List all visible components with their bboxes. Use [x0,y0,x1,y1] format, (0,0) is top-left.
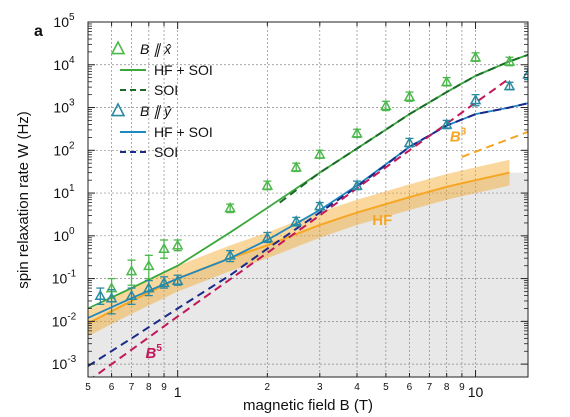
data-point-b-x-data [351,127,363,138]
data-point-b-data [469,93,482,105]
legend-label: B ∥ ŷ [140,103,172,119]
y-tick-label: 103 [53,98,75,116]
x-minor-tick-label: 5 [85,382,91,393]
data-point-b-data [261,231,274,243]
x-minor-tick-label: 2 [265,382,271,393]
y-tick-label: 10-1 [52,269,77,287]
y-tick-label: 10-2 [52,311,77,329]
legend-marker [110,102,126,117]
x-minor-tick-label: 9 [161,382,167,393]
data-point-b-data [314,199,326,211]
data-point-b-data [224,249,236,260]
y-tick-exponent: 0 [69,226,75,237]
legend-marker [110,40,126,55]
legend-label-prefix: B ∥ [140,41,164,57]
series-b-3-guide [461,130,528,158]
x-minor-tick-label: 6 [407,382,413,393]
legend-label-vector: x̂ [163,41,172,57]
x-minor-tick-label: 8 [444,382,450,393]
data-point-b-data [94,289,107,300]
data-point-b-data [290,215,302,226]
data-point-b-x-data [125,265,138,276]
data-point-b-data [522,68,528,79]
x-tick-label: 1 [174,384,182,400]
annotation-superscript: 3 [461,127,467,138]
data-point-b-x-data [314,148,326,159]
y-tick-exponent: 4 [69,55,75,66]
data-point-b-x-data [503,55,516,66]
x-tick-label: 10 [468,384,484,400]
data-point-b-x-data [224,201,236,213]
y-axis-label: spin relaxation rate W (Hz) [15,111,32,289]
x-minor-tick-label: 3 [317,382,323,393]
y-tick-exponent: 3 [69,98,75,109]
data-point-b-data [503,79,516,91]
y-tick-label: 100 [53,226,75,244]
legend-label-vector: ŷ [163,103,172,119]
panel-label: a [34,23,43,40]
data-point-b-x-data [261,179,274,190]
data-point-b-x-data [403,90,416,101]
y-tick-exponent: -2 [67,311,76,322]
annotation: HF [372,212,392,229]
data-point-b-x-data [440,75,453,87]
y-tick-label: 102 [53,140,75,158]
y-tick-label: 101 [53,183,75,201]
data-point-b-data [440,118,453,129]
data-point-b-data [403,136,416,148]
y-tick-exponent: 2 [69,140,75,151]
x-minor-tick-label: 4 [354,382,360,393]
x-minor-tick-label: 6 [109,382,115,393]
data-point-b-data [351,179,363,190]
y-tick-exponent: 1 [69,183,75,194]
y-tick-label: 105 [53,12,75,30]
series-b-x-soi [279,53,528,204]
y-tick-exponent: -1 [67,269,76,280]
y-tick-label: 104 [53,55,75,73]
y-tick-exponent: -3 [67,354,76,365]
x-minor-tick-label: 7 [129,382,135,393]
y-tick-exponent: 5 [69,12,75,23]
x-axis-label: magnetic field B (T) [243,397,373,414]
legend-label-prefix: B ∥ [140,103,164,119]
data-point-b-x-data [158,242,170,254]
data-point-b-x-data [143,259,155,271]
data-point-b-x-data [171,239,184,250]
annotation-superscript: 5 [156,343,162,354]
data-point-b-data [105,292,118,303]
data-point-b-x-data [469,51,482,62]
data-point-b-data [125,289,138,300]
series-b-soi [88,102,528,367]
data-point-b-data [171,274,184,285]
legend-hf-soi-label: HF + SOI [154,124,213,140]
data-point-b-x-data [380,99,392,111]
x-minor-tick-label: 7 [427,382,433,393]
legend-soi-label: SOI [154,144,178,160]
data-point-b-x-data [290,161,302,172]
legend-label: B ∥ x̂ [140,41,172,57]
gray-region [88,172,528,377]
x-minor-tick-label: 9 [459,382,465,393]
legend-soi-label: SOI [154,82,178,98]
x-minor-tick-label: 8 [146,382,152,393]
data-point-b-data [143,282,155,293]
data-point-b-data [158,276,170,288]
x-minor-tick-label: 5 [383,382,389,393]
y-tick-label: 10-3 [52,354,77,372]
hf-band [88,159,510,337]
legend-hf-soi-label: HF + SOI [154,62,213,78]
